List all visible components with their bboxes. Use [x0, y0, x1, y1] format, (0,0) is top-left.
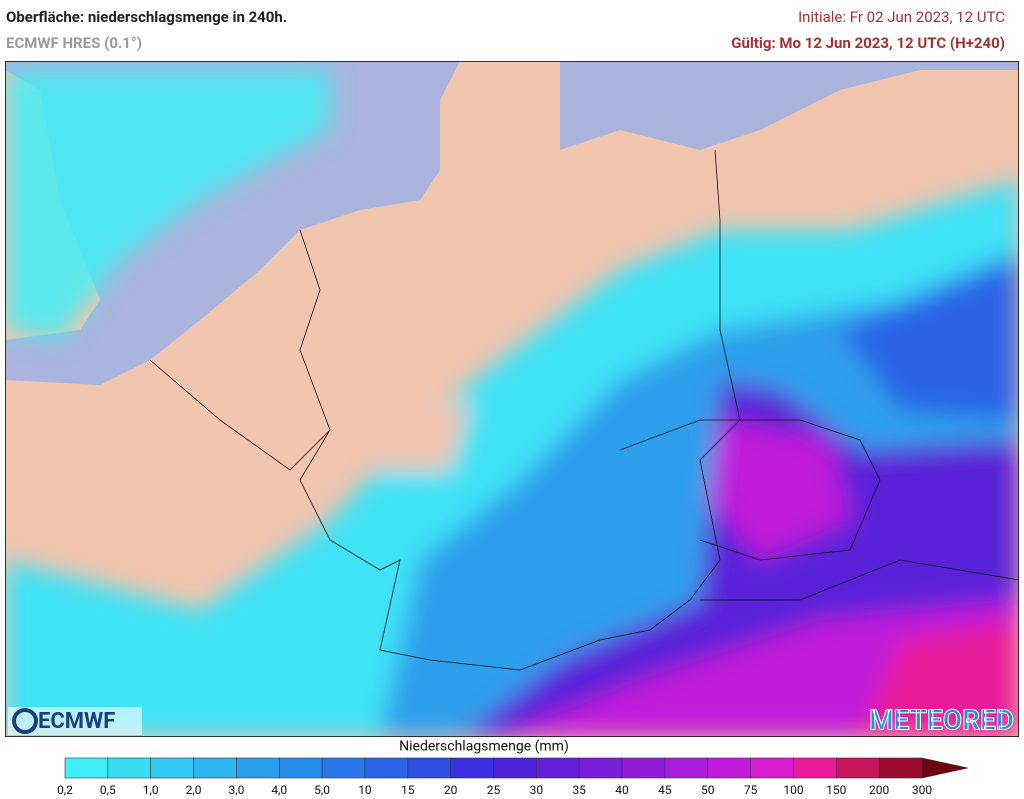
colorbar-swatch: [364, 757, 409, 779]
colorbar-label: 20: [444, 783, 458, 797]
precip-field: [5, 70, 1019, 737]
colorbar-label: 4,0: [271, 783, 287, 797]
colorbar-swatch: [64, 757, 109, 779]
colorbar-label: 75: [744, 783, 758, 797]
colorbar-swatch: [407, 757, 451, 779]
colorbar-swatch: [493, 757, 537, 779]
colorbar-label: 100: [783, 783, 803, 797]
precip-magenta: [860, 620, 1019, 737]
colorbar-title: Niederschlagsmenge (mm): [399, 739, 569, 755]
colorbar-arrow: [921, 757, 969, 779]
colorbar-label: 0,5: [100, 783, 116, 797]
precip-darkblue: [840, 260, 1019, 420]
initial-time: Initiale: Fr 02 Jun 2023, 12 UTC: [798, 8, 1005, 26]
colorbar-label: 0,2: [57, 783, 73, 797]
colorbar-swatch: [193, 757, 237, 779]
map-title: Oberfläche: niederschlagsmenge in 240h.: [6, 8, 287, 26]
colorbar-label: 150: [826, 783, 846, 797]
colorbar-label: 50: [701, 783, 715, 797]
colorbar-label: 25: [487, 783, 501, 797]
colorbar-swatch: [107, 757, 151, 779]
colorbar-swatch: [707, 757, 751, 779]
model-name: ECMWF HRES (0.1°): [6, 34, 142, 52]
colorbar-label: 2,0: [186, 783, 202, 797]
colorbar-label: 30: [530, 783, 544, 797]
colorbar-swatch: [621, 757, 666, 779]
colorbar-label: 45: [658, 783, 672, 797]
colorbar-swatch: [278, 757, 323, 779]
colorbar-swatch: [793, 757, 837, 779]
logo-mark: [12, 708, 38, 734]
ecmwf-logo: ECMWF: [8, 707, 142, 735]
colorbar-swatch: [236, 757, 280, 779]
precip-cyan: [5, 70, 330, 340]
dry-patch: [380, 400, 470, 470]
colorbar-label: 40: [615, 783, 629, 797]
colorbar-swatch: [450, 757, 494, 779]
colorbar-label: 35: [572, 783, 586, 797]
colorbar-swatch: [750, 757, 794, 779]
colorbar-swatch: [150, 757, 194, 779]
colorbar-swatch: [835, 757, 880, 779]
colorbar-label: 15: [401, 783, 415, 797]
valid-time: Gültig: Mo 12 Jun 2023, 12 UTC (H+240): [731, 34, 1005, 52]
colorbar-swatch: [321, 757, 366, 779]
colorbar-label: 3,0: [228, 783, 244, 797]
precip-purple: [710, 420, 850, 560]
border-germany: [299, 149, 741, 671]
border-belgium: [149, 359, 331, 471]
colorbar-swatch: [578, 757, 623, 779]
borders: [149, 149, 1019, 671]
colorbar: 0,2 0,5 1,0 2,0 3,0 4,0 5,0 10 15 20 25 30 35 40 45 50 7…: [57, 757, 969, 797]
logo-text: ECMWF: [38, 709, 115, 734]
colorbar-label: 300: [912, 783, 932, 797]
border-austria: [700, 559, 1019, 601]
colorbar-label: 10: [358, 783, 372, 797]
colorbar-label: 1,0: [143, 783, 159, 797]
colorbar-swatch: [664, 757, 709, 779]
colorbar-label: 5,0: [314, 783, 330, 797]
colorbar-swatch: [536, 757, 580, 779]
colorbar-swatch: [878, 757, 923, 779]
meteored-logo: METEORED: [869, 703, 1014, 736]
map: [5, 61, 1019, 737]
border-czech: [619, 419, 881, 561]
colorbar-label: 200: [869, 783, 889, 797]
